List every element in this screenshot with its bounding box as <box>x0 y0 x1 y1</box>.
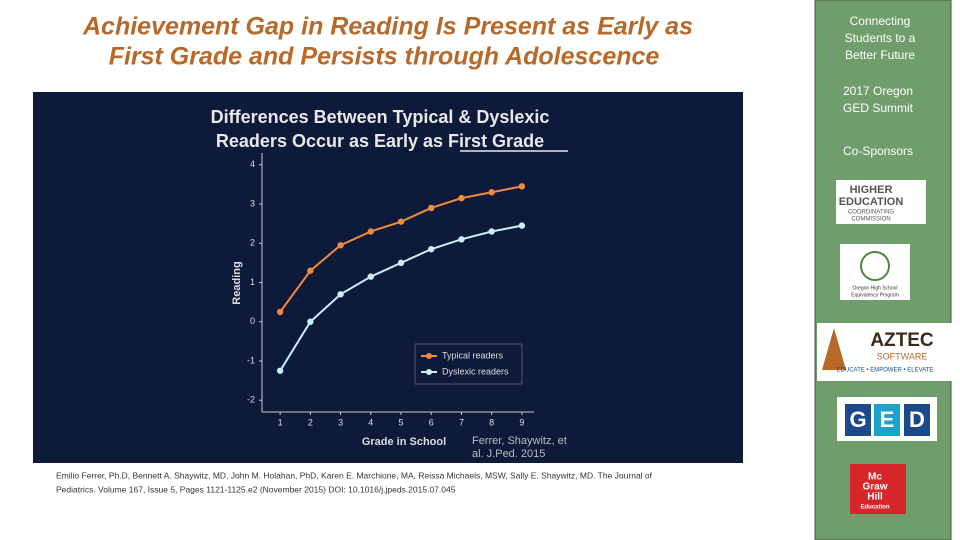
citation: Pediatrics. Volume 167, Issue 5, Pages 1… <box>56 484 456 494</box>
data-point <box>488 228 495 235</box>
logo-tile <box>904 404 930 436</box>
logo-text: EDUCATE • EMPOWER • ELEVATE <box>837 368 934 374</box>
logo-text: Oregon High School <box>852 285 897 291</box>
x-axis-label: Grade in School <box>362 436 446 448</box>
data-point <box>458 236 465 243</box>
data-point <box>276 367 284 374</box>
tagline: Students to a <box>845 31 916 45</box>
logo-tile <box>874 404 900 436</box>
sponsors-heading: Co-Sponsors <box>843 144 913 158</box>
logo-text: Graw <box>862 482 887 493</box>
x-tick-label: 4 <box>368 417 373 427</box>
data-point <box>276 308 284 316</box>
data-point <box>307 318 314 325</box>
slide-title: Achievement Gap in Reading Is Present as… <box>82 13 693 41</box>
logo-text: HIGHER <box>850 184 893 196</box>
data-point <box>428 204 435 212</box>
data-point <box>397 218 405 225</box>
logo-tile <box>845 404 871 436</box>
legend-box <box>414 343 523 385</box>
citation: Emilio Ferrer, Ph.D, Bennett A. Shaywitz… <box>56 470 653 480</box>
logo-box <box>850 464 906 514</box>
data-point <box>337 242 344 249</box>
logo-text: COORDINATING <box>848 210 895 216</box>
tagline: Better Future <box>845 48 915 62</box>
logo-box <box>840 244 910 300</box>
chart-title: Differences Between Typical & Dyslexic <box>211 107 550 127</box>
logo-text: EDUCATION <box>839 196 904 208</box>
logo-text: Mc <box>868 472 882 483</box>
data-point <box>488 189 495 196</box>
data-point <box>518 222 526 229</box>
y-tick-label: -1 <box>247 355 255 365</box>
logo-text: COMMISSION <box>851 217 890 223</box>
slide-title: First Grade and Persists through Adolesc… <box>109 43 660 71</box>
logo-text: Equivalency Program <box>851 292 899 298</box>
data-point <box>307 267 314 274</box>
logo-icon <box>822 328 846 370</box>
data-point <box>367 273 374 280</box>
data-point <box>337 291 344 298</box>
x-tick-label: 2 <box>308 417 313 427</box>
data-point <box>458 194 465 202</box>
data-point <box>397 259 405 267</box>
legend-label: Dyslexic readers <box>442 366 509 376</box>
annotation: al. J.Ped. 2015 <box>472 448 545 460</box>
chart-title: Readers Occur as Early as First Grade <box>216 131 544 151</box>
logo-text: AZTEC <box>870 330 934 351</box>
event-name: GED Summit <box>843 101 914 115</box>
logo-icon <box>860 251 890 281</box>
logo-text: G <box>849 407 866 432</box>
event-name: 2017 Oregon <box>843 84 913 98</box>
y-axis-label: Reading <box>231 261 243 304</box>
x-tick-label: 8 <box>489 417 494 427</box>
y-tick-label: 1 <box>250 277 255 287</box>
x-tick-label: 1 <box>278 417 283 427</box>
y-tick-label: 4 <box>250 159 255 169</box>
y-tick-label: 0 <box>250 316 255 326</box>
logo-text: Education <box>860 505 889 511</box>
data-point <box>518 183 526 190</box>
logo-box <box>836 180 926 224</box>
tagline: Connecting <box>850 14 911 28</box>
annotation: Ferrer, Shaywitz, et <box>472 435 567 447</box>
logo-text: Hill <box>867 492 883 503</box>
legend-marker <box>426 353 432 359</box>
data-point <box>367 228 374 235</box>
x-tick-label: 5 <box>399 417 404 427</box>
x-tick-label: 6 <box>429 417 434 427</box>
x-tick-label: 7 <box>459 417 464 427</box>
y-tick-label: 2 <box>250 238 255 248</box>
x-tick-label: 3 <box>338 417 343 427</box>
logo-text: D <box>909 407 925 432</box>
legend-label: Typical readers <box>442 350 504 360</box>
chart-background <box>33 92 743 463</box>
y-tick-label: -2 <box>247 395 255 405</box>
y-tick-label: 3 <box>250 198 255 208</box>
legend-marker <box>426 369 432 375</box>
x-tick-label: 9 <box>519 417 524 427</box>
data-point <box>428 245 435 253</box>
logo-text: E <box>880 407 895 432</box>
logo-text: SOFTWARE <box>877 351 928 361</box>
